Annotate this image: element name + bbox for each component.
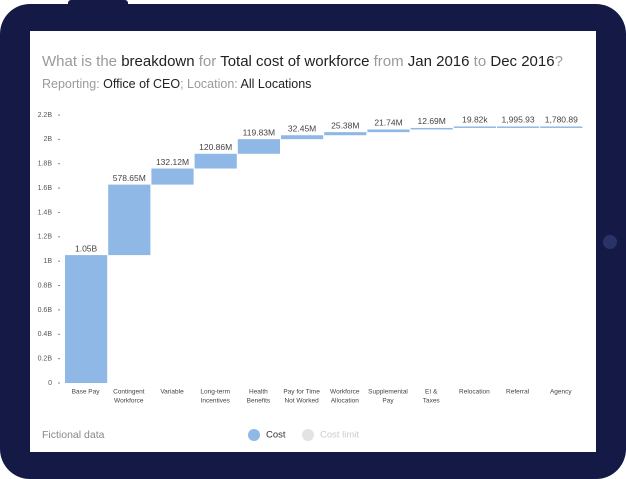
y-tick-label: 0.8B <box>38 282 53 289</box>
bar <box>497 126 540 128</box>
value-label: 120.86M <box>199 142 232 152</box>
legend-label: Cost <box>266 430 286 441</box>
title-part: Total cost of workforce <box>220 53 370 70</box>
value-label: 25.38M <box>331 120 359 130</box>
legend-swatch <box>302 429 314 441</box>
x-tick-label: Long-term <box>200 389 230 396</box>
title-part: Dec 2016 <box>490 53 555 70</box>
x-tick-label: Referral <box>506 389 530 396</box>
title-part: from <box>373 53 404 70</box>
title: What is the breakdown for Total cost of … <box>42 53 563 70</box>
x-tick-label: Benefits <box>247 398 271 405</box>
x-tick-label: Workforce <box>114 398 144 405</box>
value-label: 132.12M <box>156 157 189 167</box>
title-part: Office of CEO <box>103 77 181 91</box>
title-part: to <box>473 53 487 70</box>
bar <box>108 184 151 256</box>
x-tick-label: Incentives <box>201 398 231 405</box>
bar <box>194 153 237 169</box>
title-part: Reporting: <box>42 77 100 91</box>
y-tick-label: 1.2B <box>38 234 53 241</box>
chart: 0 0.2B 0.4B 0.6B 0.8B 1B 1.2B 1.4B 1.6B 1.8B 2B 2.2… <box>38 112 583 441</box>
x-tick-label: EI & <box>425 389 438 396</box>
tablet-button[interactable] <box>603 235 617 249</box>
legend-swatch <box>248 429 260 441</box>
y-tick-label: 2B <box>43 136 52 143</box>
title-part: for <box>198 53 217 70</box>
subtitle: Reporting: Office of CEO; Location: All … <box>42 77 311 91</box>
x-tick-label: Health <box>249 389 268 396</box>
y-tick-label: 2.2B <box>38 112 53 119</box>
y-tick-label: 1.4B <box>38 209 53 216</box>
title-part: Jan 2016 <box>407 53 470 70</box>
value-label: 119.83M <box>243 127 275 137</box>
y-tick-label: 0.4B <box>38 331 53 338</box>
legend-label: Cost limit <box>320 430 359 441</box>
bar <box>65 255 108 383</box>
bar <box>151 168 194 185</box>
title-part: All Locations <box>240 77 312 91</box>
value-label: 1,995.93 <box>502 115 535 125</box>
bar <box>367 129 410 133</box>
title-part: ; Location: <box>180 77 238 91</box>
title-part: breakdown <box>121 53 195 70</box>
value-label: 578.65M <box>113 173 146 183</box>
bar <box>281 135 324 140</box>
x-tick-label: Base Pay <box>72 389 101 396</box>
x-tick-label: Pay <box>382 398 394 405</box>
x-tick-label: Pay for Time <box>283 389 320 396</box>
value-label: 19.82k <box>462 115 488 125</box>
value-label: 1,780.89 <box>545 115 578 125</box>
x-tick-label: Relocation <box>459 389 490 396</box>
x-tick-label: Not Worked <box>284 398 319 405</box>
x-tick-label: Allocation <box>331 398 360 405</box>
bar <box>324 132 367 136</box>
x-tick-label: Workforce <box>330 389 360 396</box>
y-tick-label: 0.6B <box>38 307 53 314</box>
x-tick-label: Supplemental <box>368 389 408 396</box>
screen: What is the breakdown for Total cost of … <box>30 31 596 452</box>
y-tick-label: 1.6B <box>38 185 53 192</box>
value-label: 12.69M <box>418 116 446 126</box>
y-tick-label: 1.8B <box>38 161 53 168</box>
value-label: 32.45M <box>288 123 316 133</box>
title-part: What is the <box>42 53 118 70</box>
bar <box>410 127 453 130</box>
y-tick-label: 0 <box>48 380 52 387</box>
bar <box>540 126 583 128</box>
x-tick-label: Taxes <box>423 398 441 405</box>
footnote: Fictional data <box>42 429 105 441</box>
bar <box>453 126 496 128</box>
bar <box>237 139 280 154</box>
x-tick-label: Agency <box>550 389 572 396</box>
x-tick-label: Contingent <box>113 389 145 396</box>
x-tick-label: Variable <box>160 389 184 396</box>
value-label: 21.74M <box>374 118 402 128</box>
value-label: 1.05B <box>75 243 98 253</box>
y-tick-label: 0.2B <box>38 355 53 362</box>
y-tick-label: 1B <box>43 258 52 265</box>
title-part: ? <box>554 53 563 70</box>
